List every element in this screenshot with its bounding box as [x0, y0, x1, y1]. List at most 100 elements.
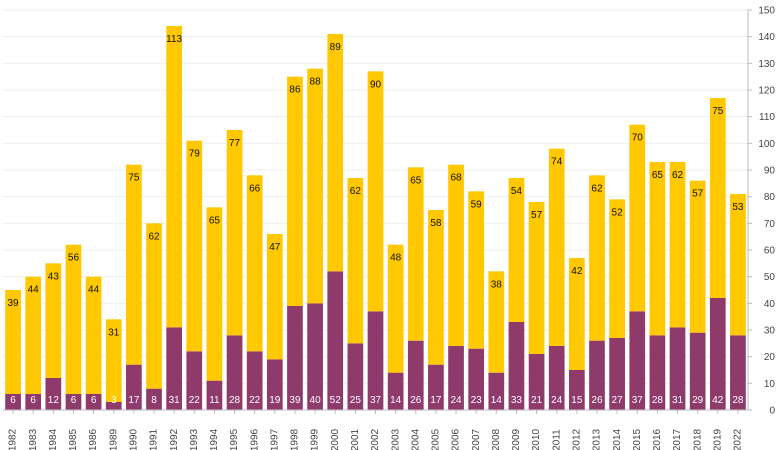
bar-segment-bottom: [488, 372, 505, 410]
bar-value-label-bottom: 17: [430, 395, 442, 406]
bar-segment-top: [528, 202, 545, 354]
bar-segment-bottom: [709, 298, 726, 410]
x-tick-label: 2005: [431, 428, 442, 450]
bar-value-label-bottom: 52: [330, 395, 342, 406]
bar-value-label-bottom: 22: [249, 395, 261, 406]
bar-segment-bottom: [186, 351, 203, 410]
data-labels: 6396441243656644331177586231113227911652…: [8, 34, 744, 406]
bar-segment-top: [488, 271, 505, 373]
bar-segment-bottom: [146, 388, 162, 410]
bar-value-label-bottom: 25: [350, 395, 362, 406]
bar-value-label-top: 39: [8, 298, 20, 309]
bar-value-label-bottom: 12: [48, 395, 60, 406]
bar-segment-top: [266, 234, 283, 360]
bar-segment-top: [589, 175, 605, 341]
bar-value-label-bottom: 14: [491, 395, 503, 406]
x-tick-label: 2018: [692, 428, 703, 450]
bar-segment-top: [307, 68, 323, 304]
bar-value-label-top: 53: [732, 202, 744, 213]
bar-segment-top: [448, 164, 464, 346]
bar-segment-bottom: [85, 394, 102, 410]
x-tick-label: 2015: [632, 428, 643, 450]
bar-segment-top: [548, 148, 565, 346]
bar-value-label-top: 48: [390, 253, 402, 264]
x-tick-label: 2010: [531, 428, 542, 450]
bar-segment-top: [45, 263, 62, 378]
x-tick-label: 1991: [149, 428, 160, 450]
bar-value-label-top: 47: [269, 242, 281, 253]
bar-value-label-bottom: 22: [189, 395, 201, 406]
bar-segment-bottom: [327, 271, 344, 410]
bar-value-label-bottom: 23: [471, 395, 483, 406]
y-tick-label: 100: [758, 139, 775, 150]
y-tick-label: 120: [758, 86, 775, 97]
x-tick-label: 1982: [8, 428, 19, 450]
bar-value-label-top: 88: [310, 77, 322, 88]
x-tick-label: 1996: [249, 428, 260, 450]
axes: 0102030405060708090100110120130140150198…: [3, 6, 775, 450]
bar-value-label-bottom: 17: [128, 395, 140, 406]
x-tick-label: 2013: [592, 428, 603, 450]
bar-value-label-bottom: 42: [712, 395, 724, 406]
bar-value-label-top: 74: [551, 157, 563, 168]
bar-segment-bottom: [387, 372, 404, 410]
bar-segment-top: [428, 210, 444, 365]
bar-value-label-top: 75: [128, 173, 140, 184]
bar-segment-top: [25, 276, 42, 394]
bar-value-label-bottom: 28: [229, 395, 241, 406]
bar-segment-top: [166, 26, 183, 328]
bar-segment-top: [126, 164, 142, 365]
y-tick-label: 0: [769, 406, 775, 417]
bar-value-label-top: 59: [471, 199, 483, 210]
bar-value-label-top: 66: [249, 183, 261, 194]
bar-segment-bottom: [468, 348, 485, 410]
bar-segment-top: [367, 71, 384, 312]
bar-segment-top: [568, 258, 585, 370]
x-tick-label: 1990: [129, 428, 140, 450]
bar-value-label-top: 75: [712, 106, 724, 117]
bars: [5, 26, 746, 410]
bar-value-label-top: 57: [531, 210, 543, 221]
bar-segment-top: [146, 223, 162, 389]
bar-segment-bottom: [589, 340, 605, 410]
bar-value-label-top: 90: [370, 79, 382, 90]
bar-segment-top: [206, 207, 223, 381]
x-tick-label: 2006: [451, 428, 462, 450]
bar-value-label-bottom: 19: [269, 395, 281, 406]
bar-value-label-top: 65: [209, 215, 221, 226]
y-tick-label: 70: [764, 219, 776, 230]
bar-segment-top: [327, 34, 344, 272]
x-tick-label: 2001: [350, 428, 361, 450]
bar-value-label-top: 62: [148, 231, 160, 242]
y-tick-label: 10: [764, 379, 776, 390]
x-tick-label: 1999: [310, 428, 321, 450]
bar-value-label-bottom: 28: [732, 395, 744, 406]
bar-segment-top: [709, 98, 726, 298]
bar-value-label-bottom: 6: [30, 395, 36, 406]
bar-value-label-bottom: 15: [571, 395, 583, 406]
bar-segment-bottom: [226, 335, 243, 410]
x-tick-label: 2022: [733, 428, 744, 450]
bar-segment-bottom: [65, 394, 82, 410]
x-tick-label: 2004: [410, 428, 421, 450]
bar-value-label-top: 62: [672, 170, 684, 181]
bar-value-label-top: 70: [632, 133, 644, 144]
bar-value-label-top: 43: [48, 271, 60, 282]
bar-segment-bottom: [448, 346, 464, 410]
bar-segment-top: [347, 178, 364, 344]
bar-segment-bottom: [287, 306, 303, 410]
bar-value-label-bottom: 11: [209, 395, 220, 406]
x-tick-label: 2012: [571, 428, 582, 450]
x-tick-label: 1983: [28, 428, 39, 450]
y-tick-label: 60: [764, 246, 776, 257]
bar-value-label-bottom: 26: [591, 395, 603, 406]
bar-value-label-top: 65: [410, 175, 422, 186]
bar-value-label-bottom: 6: [10, 395, 16, 406]
bar-segment-top: [609, 199, 625, 338]
x-tick-label: 1989: [108, 428, 119, 450]
x-tick-label: 1984: [48, 428, 59, 450]
bar-segment-bottom: [347, 343, 364, 410]
bar-value-label-bottom: 6: [91, 395, 97, 406]
bar-segment-bottom: [407, 340, 424, 410]
bar-segment-top: [226, 130, 243, 336]
